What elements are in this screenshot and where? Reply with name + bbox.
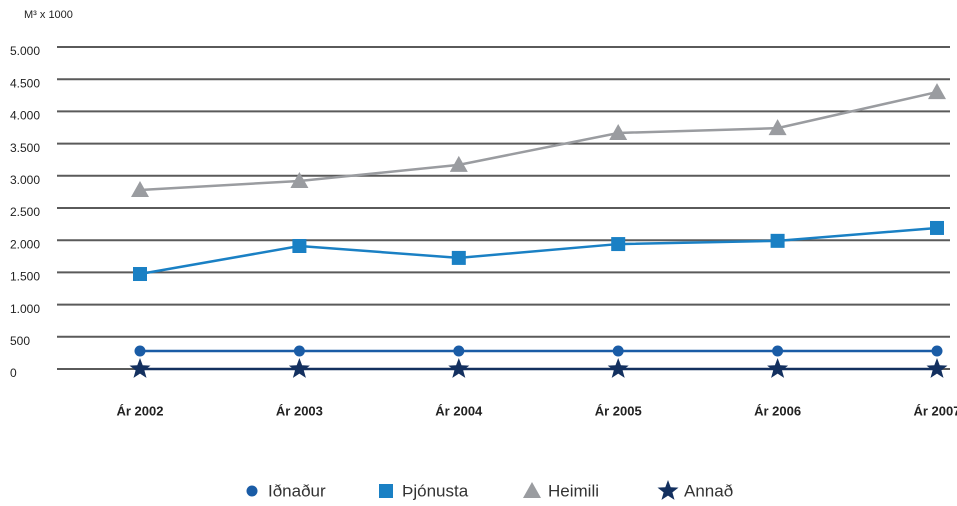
legend-marker xyxy=(657,480,679,500)
y-tick-label: 3.500 xyxy=(10,141,40,155)
y-tick-label: 2.000 xyxy=(10,237,40,251)
legend-label: Þjónusta xyxy=(402,481,469,500)
x-tick-label: Ár 2002 xyxy=(117,403,164,418)
data-point xyxy=(928,83,946,100)
data-point xyxy=(767,358,789,378)
y-tick-label: 2.500 xyxy=(10,205,40,219)
data-point xyxy=(607,358,629,378)
data-point xyxy=(931,345,943,357)
y-tick-label: 500 xyxy=(10,334,30,348)
data-point xyxy=(449,155,468,172)
data-point xyxy=(612,345,624,357)
x-tick-label: Ár 2005 xyxy=(595,403,642,418)
y-tick-label: 4.500 xyxy=(10,76,40,90)
legend-label: Annað xyxy=(684,481,733,500)
data-point xyxy=(448,358,470,378)
y-tick-label: 3.000 xyxy=(10,173,40,187)
x-tick-label: Ár 2003 xyxy=(276,403,323,418)
data-point xyxy=(451,250,466,265)
series-line xyxy=(139,90,938,192)
series-line xyxy=(139,226,938,276)
data-point xyxy=(292,238,307,253)
y-tick-label: 5.000 xyxy=(10,44,40,58)
data-point xyxy=(611,237,626,252)
data-point xyxy=(134,345,146,357)
x-tick-label: Ár 2007 xyxy=(914,403,957,418)
data-point xyxy=(926,358,948,378)
y-tick-label: 1.000 xyxy=(10,302,40,316)
data-point xyxy=(288,358,310,378)
data-point xyxy=(609,123,628,140)
y-tick-label: 1.500 xyxy=(10,270,40,284)
y-tick-label: 4.000 xyxy=(10,109,40,123)
data-point xyxy=(290,171,309,188)
data-point xyxy=(133,267,147,282)
x-tick-label: Ár 2006 xyxy=(754,403,801,418)
x-tick-label: Ár 2004 xyxy=(435,403,483,418)
data-point xyxy=(293,345,305,357)
data-point xyxy=(129,358,151,378)
data-point xyxy=(131,180,149,197)
y-tick-label: 0 xyxy=(10,366,17,380)
y-axis-label: M³ x 1000 xyxy=(24,9,73,21)
data-point xyxy=(772,345,784,357)
legend-marker xyxy=(523,482,541,498)
data-point xyxy=(930,220,944,235)
data-point xyxy=(453,345,465,357)
data-point xyxy=(770,233,785,248)
legend-label: Heimili xyxy=(548,481,599,500)
legend-marker xyxy=(246,485,258,497)
legend-marker xyxy=(379,484,393,498)
legend-label: Iðnaður xyxy=(268,481,326,500)
data-point xyxy=(768,119,787,136)
